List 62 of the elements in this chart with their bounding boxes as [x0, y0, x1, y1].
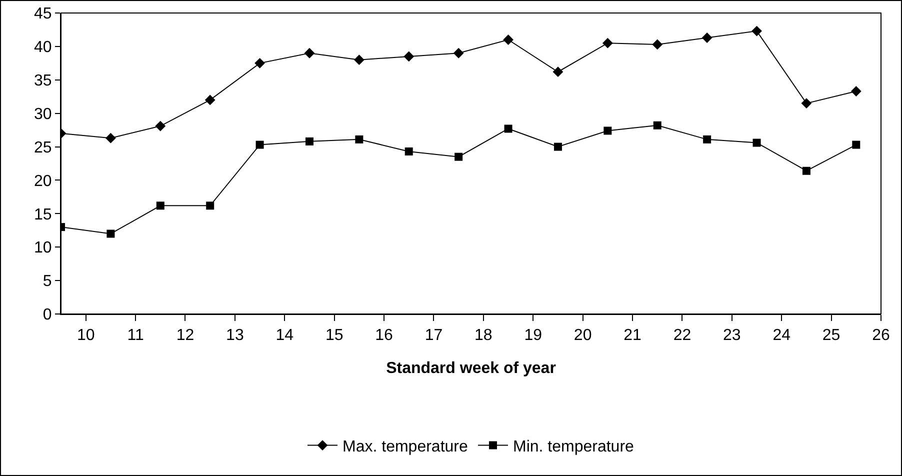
- point: [652, 39, 663, 50]
- point: [156, 202, 164, 210]
- legend-label: Max. temperature: [342, 438, 468, 456]
- y-tick-label: 15: [34, 206, 52, 224]
- y-tick-label: 10: [34, 240, 52, 257]
- legend-label: Min. temperature: [512, 438, 634, 456]
- x-tick-label: 24: [772, 327, 791, 344]
- point: [503, 34, 514, 45]
- x-tick-label: 19: [524, 327, 542, 344]
- point: [703, 135, 712, 144]
- x-tick-label: 26: [872, 327, 890, 344]
- y-tick-label: 5: [42, 273, 52, 290]
- x-tick-label: 12: [176, 327, 194, 344]
- point: [752, 138, 761, 147]
- x-tick-label: 15: [325, 327, 344, 344]
- point: [752, 26, 762, 36]
- point: [852, 140, 860, 149]
- x-tick-label: 20: [574, 327, 592, 344]
- point: [802, 166, 810, 175]
- point: [702, 32, 712, 43]
- point: [801, 98, 812, 108]
- x-tick-label: 25: [822, 327, 840, 344]
- point: [305, 137, 314, 146]
- y-tick-label: 0: [42, 306, 52, 324]
- point: [552, 66, 564, 78]
- y-tick-label: 45: [34, 6, 52, 23]
- x-tick-label: 10: [76, 327, 95, 344]
- point: [106, 132, 116, 144]
- x-tick-label: 14: [276, 327, 294, 344]
- point: [206, 202, 214, 210]
- y-tick-label: 40: [34, 39, 52, 56]
- y-tick-label: 30: [34, 106, 52, 123]
- x-tick-label: 18: [474, 327, 492, 344]
- point: [354, 54, 364, 66]
- point: [453, 48, 464, 58]
- y-tick-label: 35: [34, 72, 52, 90]
- point: [604, 126, 612, 135]
- x-tick-label: 21: [624, 327, 642, 344]
- point: [653, 121, 662, 130]
- x-axis-title: Standard week of year: [386, 360, 556, 377]
- point: [256, 140, 264, 149]
- point: [454, 152, 463, 161]
- point: [602, 38, 613, 48]
- x-tick-label: 17: [424, 327, 443, 344]
- point: [254, 58, 265, 68]
- y-tick-label: 25: [34, 139, 52, 156]
- point: [504, 124, 512, 133]
- x-tick-label: 22: [673, 327, 692, 344]
- point: [850, 86, 862, 96]
- x-tick-label: 23: [723, 327, 741, 344]
- point: [355, 135, 364, 144]
- x-tick-label: 13: [226, 327, 244, 344]
- point: [155, 120, 166, 132]
- point: [304, 48, 315, 58]
- x-tick-label: 11: [127, 327, 144, 344]
- point: [204, 94, 216, 106]
- x-tick-label: 16: [375, 327, 394, 344]
- point: [404, 147, 413, 156]
- point: [554, 142, 562, 151]
- y-tick-label: 20: [34, 172, 52, 190]
- point: [404, 51, 414, 62]
- point: [106, 230, 115, 238]
